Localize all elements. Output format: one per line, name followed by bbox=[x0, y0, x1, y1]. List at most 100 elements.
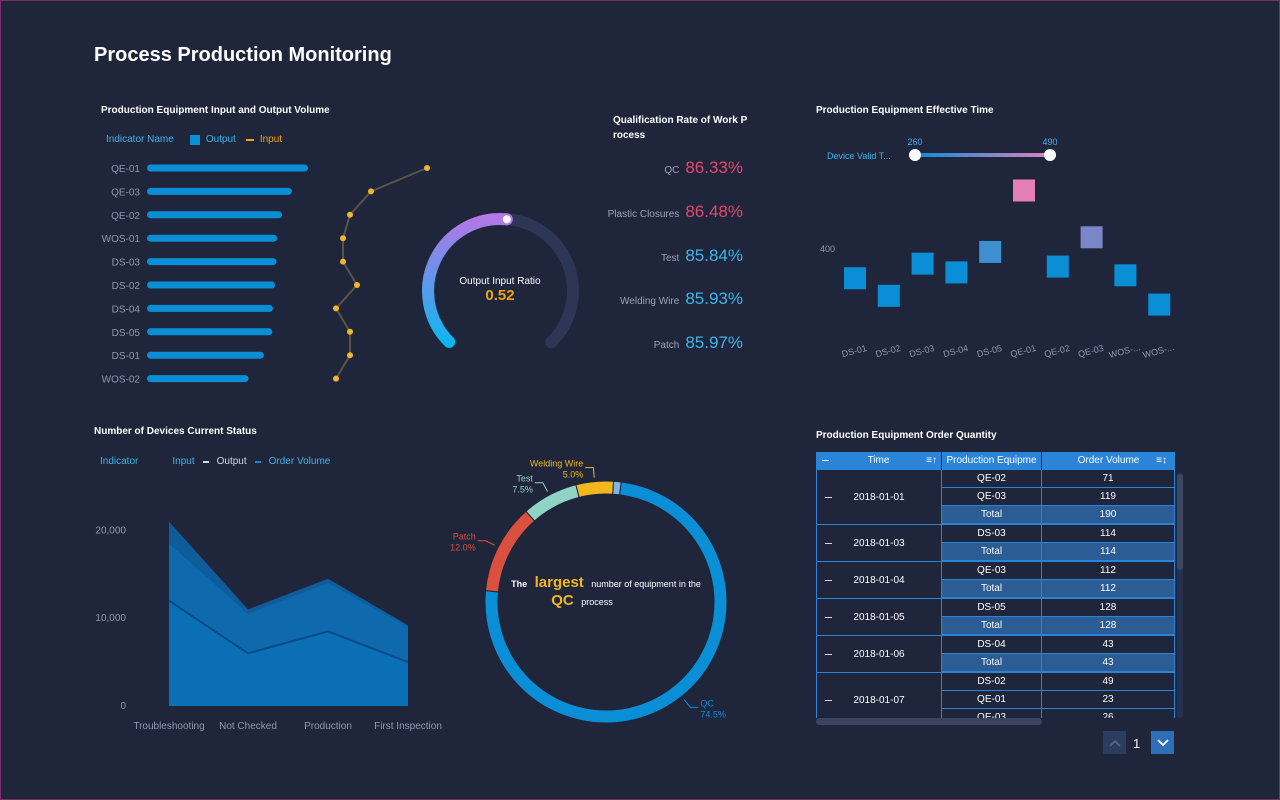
order-table-title: Production Equipment Order Quantity bbox=[816, 430, 997, 441]
output-bar bbox=[147, 328, 273, 336]
header-time[interactable]: Time ≡↑ bbox=[816, 452, 942, 470]
table-row[interactable]: DS-02 49 bbox=[942, 673, 1175, 691]
io-panel-title: Production Equipment Input and Output Vo… bbox=[101, 105, 330, 116]
filter-icon[interactable]: ≡↕ bbox=[1156, 455, 1167, 466]
table-row[interactable]: QE-01 23 bbox=[942, 691, 1175, 709]
collapse-icon[interactable] bbox=[825, 700, 832, 701]
status-legend: Indicator Input Output Order Volume bbox=[100, 456, 330, 467]
table-row[interactable]: DS-03 114 bbox=[942, 525, 1175, 543]
equipment-cell: QE-03 bbox=[942, 709, 1042, 718]
rate-label: Patch bbox=[653, 340, 680, 351]
input-point bbox=[340, 258, 346, 265]
x-tick-label: Not Checked bbox=[219, 721, 277, 732]
donut-slice-label: Patch bbox=[453, 532, 476, 542]
input-legend-item[interactable]: Input bbox=[172, 456, 195, 467]
effective-time-point bbox=[911, 252, 934, 275]
total-row[interactable]: Total 190 bbox=[942, 506, 1175, 524]
status-title: Number of Devices Current Status bbox=[94, 426, 257, 437]
table-group: 2018-01-06 DS-04 43 Total 43 bbox=[816, 636, 1175, 673]
effective-time-point bbox=[1013, 179, 1035, 202]
equipment-cell: QE-02 bbox=[942, 470, 1042, 487]
output-bar bbox=[147, 281, 276, 289]
volume-cell: 112 bbox=[1100, 565, 1116, 576]
next-page-button[interactable] bbox=[1151, 731, 1174, 754]
effective-time-point bbox=[1046, 255, 1069, 278]
volume-cell: 128 bbox=[1099, 602, 1117, 613]
date-cell: 2018-01-03 bbox=[816, 525, 942, 561]
date-label: 2018-01-05 bbox=[853, 611, 905, 623]
donut-center-qc: QC bbox=[551, 592, 574, 609]
total-row[interactable]: Total 128 bbox=[942, 617, 1175, 635]
equipment-cell: QE-01 bbox=[942, 691, 1042, 708]
total-row[interactable]: Total 112 bbox=[942, 580, 1175, 598]
table-row[interactable]: QE-03 26 bbox=[942, 709, 1175, 718]
donut-center-line1: The largest number of equipment in the bbox=[511, 574, 701, 591]
collapse-all-icon[interactable] bbox=[822, 460, 829, 461]
table-row[interactable]: QE-03 112 bbox=[942, 562, 1175, 580]
collapse-icon[interactable] bbox=[825, 543, 832, 544]
prev-page-button[interactable] bbox=[1103, 731, 1126, 754]
rate-label: Welding Wire bbox=[620, 296, 680, 307]
output-bar bbox=[147, 304, 273, 312]
equipment-cell: DS-05 bbox=[942, 599, 1042, 616]
io-legend-label: Indicator Name bbox=[106, 134, 174, 145]
sort-icon[interactable]: ≡↑ bbox=[926, 455, 937, 466]
order-legend-swatch[interactable] bbox=[254, 460, 261, 463]
output-legend-swatch[interactable] bbox=[189, 134, 200, 145]
x-tick-label: Production bbox=[304, 721, 352, 732]
table-row[interactable]: QE-02 71 bbox=[942, 470, 1175, 488]
output-legend-label[interactable]: Output bbox=[205, 134, 236, 145]
slider-label: Device Valid T... bbox=[827, 151, 891, 161]
table-vertical-scrollbar[interactable] bbox=[1177, 472, 1183, 718]
status-area-chart: 0 10,000 20,000 Troubleshooting Not Checked P… bbox=[95, 521, 442, 732]
total-row[interactable]: Total 114 bbox=[942, 543, 1175, 561]
table-row[interactable]: DS-04 43 bbox=[942, 636, 1175, 654]
header-volume[interactable]: Order Volume ≡↕ bbox=[1042, 452, 1175, 470]
equipment-cell: QE-03 bbox=[942, 562, 1042, 579]
table-horizontal-scrollbar[interactable] bbox=[816, 718, 1042, 725]
volume-cell: 119 bbox=[1100, 491, 1116, 502]
slider-handle-max[interactable] bbox=[1044, 149, 1056, 161]
donut-leader-line bbox=[477, 540, 495, 546]
volume-cell: 43 bbox=[1102, 657, 1114, 668]
qualification-title-line1: Qualification Rate of Work P bbox=[613, 115, 748, 126]
order-legend-item[interactable]: Order Volume bbox=[268, 456, 331, 467]
donut-center-mid: number of equipment in the bbox=[591, 579, 701, 589]
donut-slice-label: Welding Wire bbox=[530, 459, 583, 469]
donut-slice bbox=[612, 480, 622, 496]
input-legend-label[interactable]: Input bbox=[259, 134, 283, 145]
table-row[interactable]: DS-05 128 bbox=[942, 599, 1175, 617]
y-tick-label: 10,000 bbox=[95, 613, 126, 624]
total-row[interactable]: Total 43 bbox=[942, 654, 1175, 672]
rate-row: QC 86.33% bbox=[664, 158, 743, 178]
collapse-icon[interactable] bbox=[825, 654, 832, 655]
equipment-cell: Total bbox=[942, 617, 1042, 634]
input-legend-swatch[interactable] bbox=[245, 138, 254, 141]
table-row[interactable]: QE-03 119 bbox=[942, 488, 1175, 506]
header-time-label: Time bbox=[867, 455, 890, 466]
effective-time-point bbox=[979, 240, 1002, 263]
io-bar-chart: QE-01 QE-03 QE-02 WOS-01 DS-03 DS-02 DS-04 DS-0… bbox=[102, 164, 430, 386]
x-tick-label: WOS-... bbox=[1108, 342, 1141, 360]
date-cell: 2018-01-04 bbox=[816, 562, 942, 598]
order-table: Time ≡↑ Production Equipme Order Volume … bbox=[816, 452, 1175, 718]
output-legend-item[interactable]: Output bbox=[216, 456, 247, 467]
collapse-icon[interactable] bbox=[825, 497, 832, 498]
input-point bbox=[368, 188, 374, 195]
output-legend-swatch[interactable] bbox=[202, 460, 209, 463]
table-vertical-scroll-thumb[interactable] bbox=[1177, 474, 1183, 570]
x-tick-label: Troubleshooting bbox=[133, 721, 204, 732]
category-label: DS-01 bbox=[112, 351, 141, 362]
slider-track[interactable] bbox=[915, 153, 1050, 157]
collapse-icon[interactable] bbox=[825, 617, 832, 618]
date-cell: 2018-01-05 bbox=[816, 599, 942, 635]
area-series bbox=[169, 600, 408, 706]
volume-cell: 26 bbox=[1102, 712, 1114, 718]
input-point bbox=[354, 282, 360, 288]
header-equipment[interactable]: Production Equipme bbox=[942, 452, 1042, 470]
page-title: Process Production Monitoring bbox=[94, 44, 392, 66]
output-bar bbox=[147, 375, 249, 383]
slider-handle-min[interactable] bbox=[909, 149, 921, 161]
rate-row: Patch 85.97% bbox=[654, 333, 743, 353]
collapse-icon[interactable] bbox=[825, 580, 832, 581]
